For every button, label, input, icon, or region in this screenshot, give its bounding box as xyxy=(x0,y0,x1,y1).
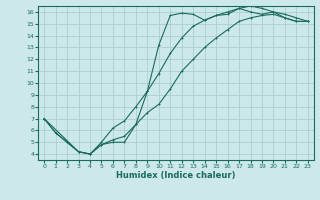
X-axis label: Humidex (Indice chaleur): Humidex (Indice chaleur) xyxy=(116,171,236,180)
